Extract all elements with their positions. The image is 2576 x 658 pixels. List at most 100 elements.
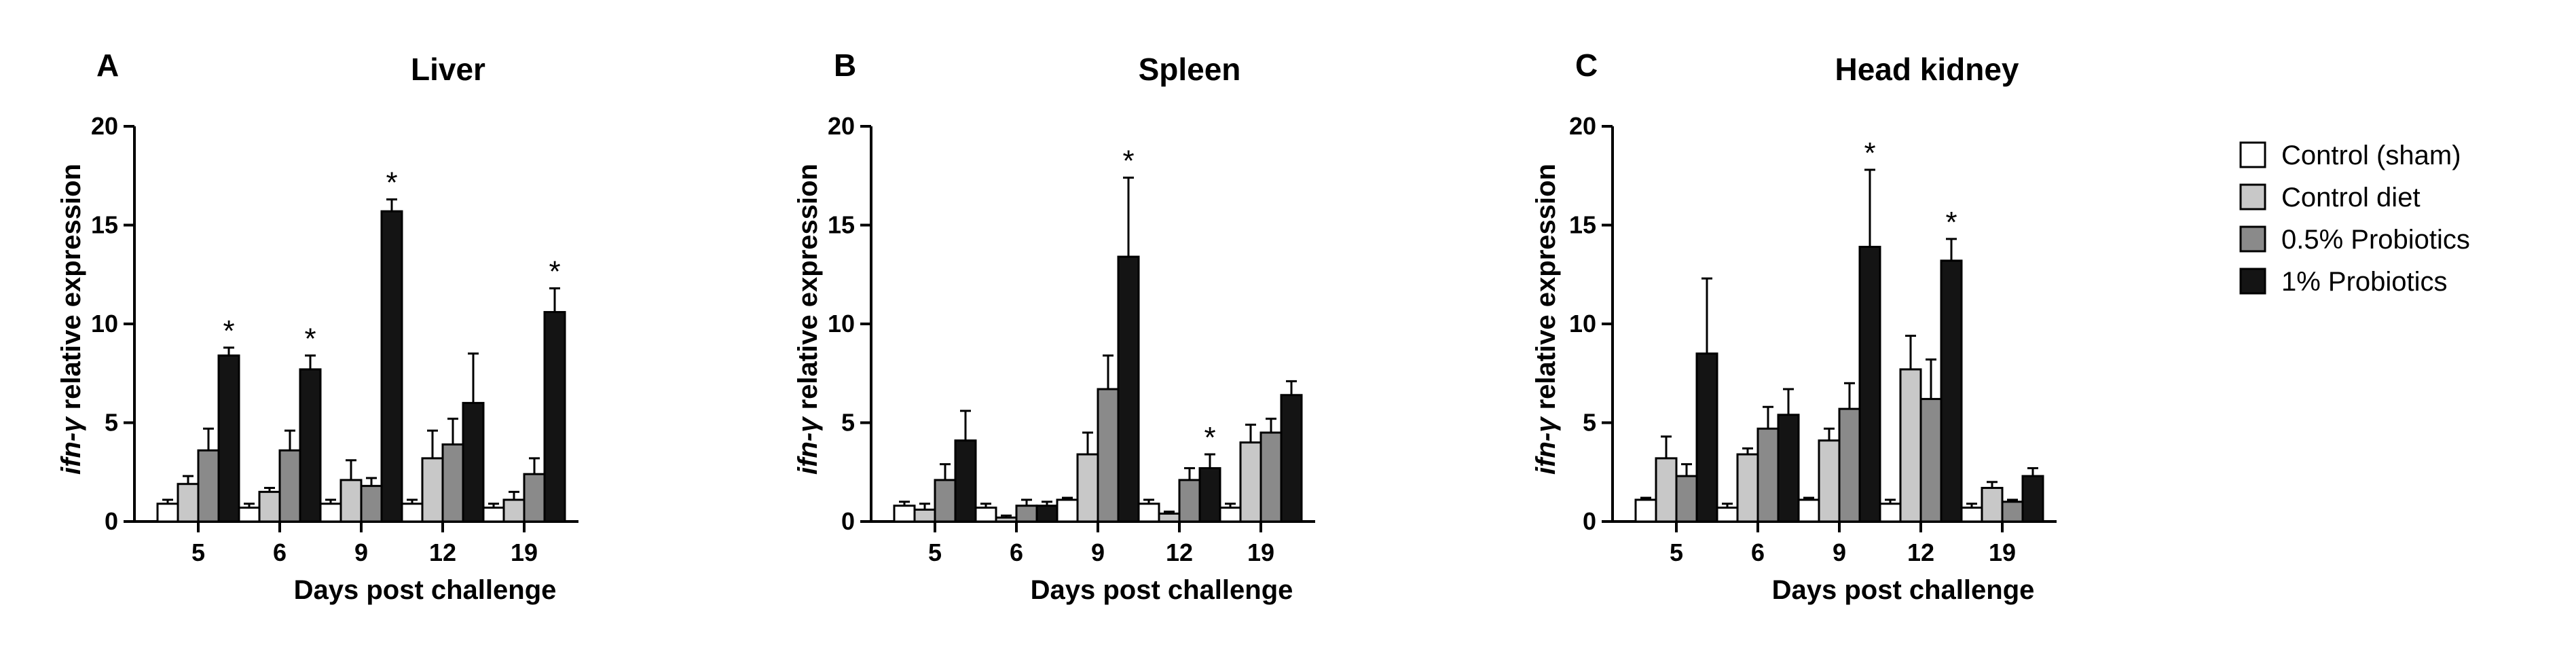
- x-tick-label: 9: [354, 538, 368, 566]
- y-tick-label: 5: [1583, 409, 1596, 437]
- bar: [1280, 394, 1303, 523]
- y-tick-label: 0: [1583, 507, 1596, 535]
- bar: [934, 479, 957, 523]
- y-axis-title-italic: ifn-γ: [56, 416, 86, 475]
- y-tick-label: 10: [91, 310, 118, 337]
- x-tick-label: 9: [1833, 538, 1846, 566]
- bar: [197, 449, 220, 523]
- y-axis-title-rest: relative expression: [793, 164, 823, 418]
- significance-mark: *: [386, 166, 397, 200]
- y-axis-title-rest: relative expression: [1531, 164, 1561, 418]
- panel-a: A Liver ifn-γ relative expression Days p…: [56, 48, 578, 605]
- bar: [1655, 457, 1678, 523]
- x-axis-title: Days post challenge: [294, 575, 557, 605]
- y-axis-title-italic: ifn-γ: [793, 416, 823, 475]
- bar: [1097, 388, 1120, 523]
- y-tick-label: 15: [1569, 211, 1596, 239]
- legend-item: Control (sham): [2239, 141, 2461, 170]
- bar: [1756, 427, 1780, 523]
- y-tick-label: 20: [91, 112, 118, 140]
- bar: [319, 502, 342, 523]
- bar: [1919, 398, 1943, 523]
- x-tick-label: 6: [1010, 538, 1023, 566]
- plot-area: 0 5 10 15 20 5 6 9 * 12 * 19: [1569, 112, 2057, 566]
- y-axis-title: ifn-γ relative expression: [793, 164, 823, 475]
- x-tick-label: 12: [1166, 538, 1193, 566]
- bar: [217, 354, 240, 523]
- x-tick-label: 6: [273, 538, 287, 566]
- y-tick-label: 20: [828, 112, 855, 140]
- y-tick-label: 20: [1569, 112, 1596, 140]
- bar: [913, 509, 936, 523]
- y-tick-label: 10: [828, 310, 855, 337]
- bar: [974, 507, 997, 523]
- panel-b: B Spleen ifn-γ relative expression Days …: [793, 48, 1315, 605]
- bar: [1716, 507, 1739, 523]
- panel-title: Head kidney: [1835, 52, 2019, 87]
- legend-label: Control (sham): [2281, 141, 2461, 170]
- bar: [1879, 502, 1902, 523]
- bar: [1117, 255, 1140, 523]
- legend: Control (sham) Control diet 0.5% Probiot…: [2239, 141, 2470, 297]
- bar: [1634, 498, 1657, 523]
- bar: [1797, 498, 1820, 523]
- bar: [1838, 407, 1861, 523]
- bar: [339, 479, 363, 523]
- legend-swatch: [2239, 141, 2266, 168]
- legend-label: 0.5% Probiotics: [2281, 225, 2470, 255]
- bar: [1858, 246, 1881, 523]
- legend-swatch: [2239, 268, 2266, 295]
- bar: [1818, 439, 1841, 523]
- bar: [1015, 505, 1038, 523]
- bar: [1239, 441, 1262, 523]
- panel-title: Spleen: [1139, 52, 1241, 87]
- legend-label: 1% Probiotics: [2281, 267, 2448, 297]
- legend-swatch: [2239, 183, 2266, 211]
- x-tick-label: 19: [1247, 538, 1274, 566]
- y-tick-label: 15: [828, 211, 855, 239]
- bar: [1675, 475, 1698, 523]
- panel-letter: C: [1575, 48, 1598, 83]
- bar: [1076, 453, 1099, 523]
- bar: [1736, 453, 1759, 523]
- bar: [1981, 487, 2004, 523]
- bar: [1695, 352, 1718, 523]
- plot-area: 0 5 10 15 20 5 6 9 * 12 * 19: [828, 112, 1315, 566]
- y-tick-label: 15: [91, 211, 118, 239]
- bar: [1198, 467, 1221, 523]
- bar: [299, 368, 322, 523]
- plot-area: 0 5 10 15 20 5 * 6 * 9 * 12 19 *: [91, 112, 578, 566]
- bar: [1960, 507, 1983, 523]
- x-tick-label: 12: [1907, 538, 1934, 566]
- x-tick-label: 19: [1989, 538, 2016, 566]
- bar: [1035, 505, 1059, 523]
- bar: [238, 507, 261, 523]
- bar: [502, 498, 526, 523]
- bar: [156, 502, 179, 523]
- bar: [441, 443, 464, 523]
- y-tick-label: 0: [105, 507, 118, 535]
- significance-mark: *: [549, 255, 560, 289]
- legend-label: Control diet: [2281, 183, 2421, 213]
- bar: [1940, 259, 1963, 523]
- bar: [954, 439, 977, 523]
- bar: [995, 516, 1018, 523]
- legend-item: 0.5% Probiotics: [2239, 225, 2470, 255]
- bar: [1178, 479, 1201, 523]
- x-tick-label: 5: [191, 538, 205, 566]
- y-tick-label: 5: [105, 409, 118, 437]
- bar: [2001, 500, 2024, 523]
- bar: [1219, 507, 1242, 523]
- y-tick-label: 0: [841, 507, 855, 535]
- y-axis-title: ifn-γ relative expression: [1531, 164, 1561, 475]
- x-tick-label: 19: [511, 538, 538, 566]
- y-axis-title-rest: relative expression: [56, 164, 86, 418]
- legend-item: 1% Probiotics: [2239, 267, 2448, 297]
- x-tick-label: 5: [928, 538, 942, 566]
- bar: [482, 507, 505, 523]
- bar: [462, 401, 485, 523]
- significance-mark: *: [304, 323, 316, 356]
- bar: [177, 483, 200, 523]
- bar: [380, 210, 403, 523]
